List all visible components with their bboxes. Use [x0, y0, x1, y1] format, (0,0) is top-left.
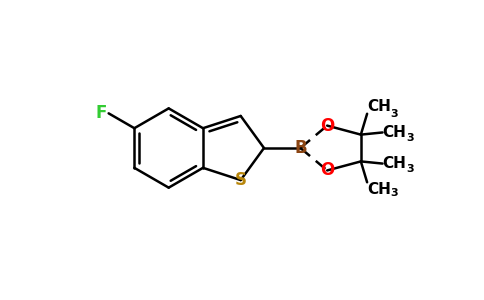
Text: O: O	[320, 161, 334, 179]
Text: CH: CH	[367, 99, 391, 114]
Text: 3: 3	[406, 164, 414, 174]
Text: 3: 3	[391, 188, 398, 198]
Text: 3: 3	[391, 109, 398, 119]
Text: O: O	[320, 117, 334, 135]
Text: CH: CH	[367, 182, 391, 197]
Text: F: F	[95, 104, 106, 122]
Text: S: S	[235, 171, 247, 189]
Text: B: B	[294, 139, 307, 157]
Text: CH: CH	[382, 156, 407, 171]
Text: CH: CH	[382, 125, 407, 140]
Text: 3: 3	[406, 133, 414, 143]
